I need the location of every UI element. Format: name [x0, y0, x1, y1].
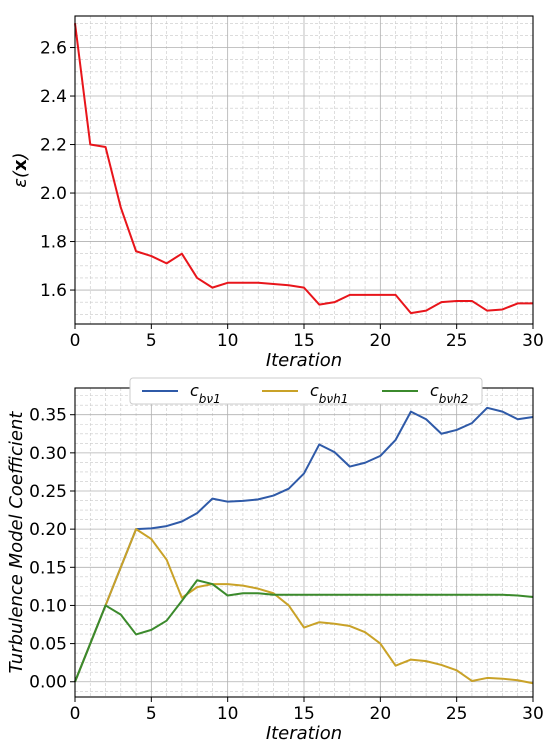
legend-entry-c-bvh2: cbνh2 [430, 381, 468, 406]
panel-top-epsilon: 0 5 10 15 20 25 30 1.6 1.8 2.0 2.2 2.4 2.6 Iteration ε… [10, 15, 544, 371]
grid-major [74, 16, 534, 324]
x-tick-label: 10 [217, 704, 239, 724]
series-line-c-bvh1 [74, 528, 534, 685]
y-tick-label: 0.05 [29, 635, 67, 655]
x-axis-label: Iteration [266, 723, 342, 744]
y-tick-label: 2.2 [40, 136, 67, 156]
x-tick-label: 5 [146, 331, 157, 351]
legend-entry-c-bv1: cbν1 [190, 381, 221, 406]
series-line-c-bv1 [74, 406, 534, 683]
y-tick-label: 2.6 [40, 39, 67, 59]
y-tick-label: 2.4 [40, 87, 67, 107]
x-tick-label: 30 [522, 704, 544, 724]
x-tick-label: 25 [446, 331, 468, 351]
y-tick-label: 1.8 [40, 233, 67, 253]
x-tick-label: 15 [293, 704, 315, 724]
x-tick-label: 20 [370, 704, 392, 724]
x-tick-label: 0 [70, 704, 81, 724]
legend-entry-c-bvh1: cbνh1 [310, 381, 348, 406]
series-line-epsilon [74, 23, 533, 315]
x-tick-label: 30 [522, 331, 544, 351]
series-line-c-bvh2 [74, 579, 534, 683]
y-tick-label: 0.00 [29, 673, 67, 693]
x-tick-label: 20 [370, 331, 392, 351]
x-tick-label: 25 [446, 704, 468, 724]
y-tick-label: 1.6 [40, 281, 67, 301]
panel-bottom-coefficients: 0 5 10 15 20 25 30 0.00 0.05 0.10 0.15 0.20 0.25 0.30… [6, 377, 544, 744]
y-tick-label: 0.25 [29, 482, 67, 502]
y-tick-label: 0.15 [29, 558, 67, 578]
y-tick-label: 0.20 [29, 520, 67, 540]
x-tick-label: 10 [217, 331, 239, 351]
x-axis-label: Iteration [266, 350, 342, 371]
y-axis-label: ε(x) [10, 152, 31, 187]
y-tick-label: 2.0 [40, 184, 67, 204]
y-tick-label: 0.30 [29, 444, 67, 464]
y-tick-label: 0.35 [29, 406, 67, 426]
grid-major [74, 388, 534, 697]
x-tick-label: 15 [293, 331, 315, 351]
x-tick-label: 0 [70, 331, 81, 351]
y-tick-label: 0.10 [29, 596, 67, 616]
y-axis-label: Turbulence Model Coefficient [6, 411, 27, 674]
x-tick-label: 5 [146, 704, 157, 724]
legend: cbν1 cbνh1 cbνh2 [129, 377, 483, 406]
